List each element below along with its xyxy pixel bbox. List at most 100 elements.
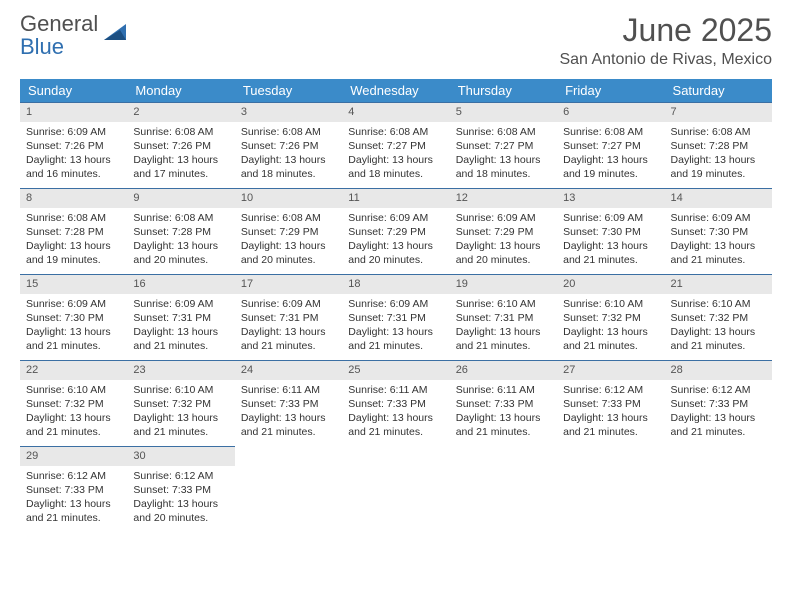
day-number: 8 [20, 189, 127, 208]
day-body: Sunrise: 6:09 AMSunset: 7:30 PMDaylight:… [665, 208, 772, 272]
daylight-line: Daylight: 13 hours and 20 minutes. [241, 239, 336, 267]
day-body: Sunrise: 6:09 AMSunset: 7:29 PMDaylight:… [450, 208, 557, 272]
weekday-header: Tuesday [235, 79, 342, 103]
sunrise-line: Sunrise: 6:09 AM [348, 211, 443, 225]
day-number: 28 [665, 361, 772, 380]
sunset-line: Sunset: 7:27 PM [563, 139, 658, 153]
daylight-line: Daylight: 13 hours and 21 minutes. [348, 325, 443, 353]
day-body: Sunrise: 6:08 AMSunset: 7:27 PMDaylight:… [342, 122, 449, 186]
brand-triangle-icon [102, 20, 128, 50]
day-body: Sunrise: 6:10 AMSunset: 7:32 PMDaylight:… [665, 294, 772, 358]
daylight-line: Daylight: 13 hours and 19 minutes. [563, 153, 658, 181]
day-body: Sunrise: 6:12 AMSunset: 7:33 PMDaylight:… [557, 380, 664, 444]
day-body: Sunrise: 6:09 AMSunset: 7:30 PMDaylight:… [20, 294, 127, 358]
calendar-cell: 17Sunrise: 6:09 AMSunset: 7:31 PMDayligh… [235, 275, 342, 361]
calendar-cell: 8Sunrise: 6:08 AMSunset: 7:28 PMDaylight… [20, 189, 127, 275]
sunset-line: Sunset: 7:31 PM [348, 311, 443, 325]
day-number: 1 [20, 103, 127, 122]
day-number: 13 [557, 189, 664, 208]
day-number: 22 [20, 361, 127, 380]
sunrise-line: Sunrise: 6:11 AM [348, 383, 443, 397]
sunrise-line: Sunrise: 6:09 AM [671, 211, 766, 225]
daylight-line: Daylight: 13 hours and 18 minutes. [241, 153, 336, 181]
sunset-line: Sunset: 7:32 PM [563, 311, 658, 325]
sunrise-line: Sunrise: 6:10 AM [563, 297, 658, 311]
sunset-line: Sunset: 7:28 PM [26, 225, 121, 239]
day-number: 10 [235, 189, 342, 208]
calendar-cell: 27Sunrise: 6:12 AMSunset: 7:33 PMDayligh… [557, 361, 664, 447]
calendar-cell: 14Sunrise: 6:09 AMSunset: 7:30 PMDayligh… [665, 189, 772, 275]
sunset-line: Sunset: 7:29 PM [456, 225, 551, 239]
sunrise-line: Sunrise: 6:08 AM [241, 211, 336, 225]
day-number: 26 [450, 361, 557, 380]
sunset-line: Sunset: 7:30 PM [563, 225, 658, 239]
calendar-row: 1Sunrise: 6:09 AMSunset: 7:26 PMDaylight… [20, 103, 772, 189]
calendar-cell [235, 447, 342, 533]
sunrise-line: Sunrise: 6:11 AM [456, 383, 551, 397]
calendar-cell: 16Sunrise: 6:09 AMSunset: 7:31 PMDayligh… [127, 275, 234, 361]
calendar-row: 8Sunrise: 6:08 AMSunset: 7:28 PMDaylight… [20, 189, 772, 275]
daylight-line: Daylight: 13 hours and 21 minutes. [26, 497, 121, 525]
daylight-line: Daylight: 13 hours and 20 minutes. [456, 239, 551, 267]
sunrise-line: Sunrise: 6:08 AM [348, 125, 443, 139]
daylight-line: Daylight: 13 hours and 21 minutes. [26, 325, 121, 353]
calendar-cell [665, 447, 772, 533]
day-number: 19 [450, 275, 557, 294]
daylight-line: Daylight: 13 hours and 21 minutes. [671, 239, 766, 267]
calendar-head: SundayMondayTuesdayWednesdayThursdayFrid… [20, 79, 772, 103]
sunrise-line: Sunrise: 6:09 AM [456, 211, 551, 225]
calendar-cell: 9Sunrise: 6:08 AMSunset: 7:28 PMDaylight… [127, 189, 234, 275]
day-body: Sunrise: 6:08 AMSunset: 7:26 PMDaylight:… [127, 122, 234, 186]
day-body: Sunrise: 6:11 AMSunset: 7:33 PMDaylight:… [235, 380, 342, 444]
day-number: 14 [665, 189, 772, 208]
sunrise-line: Sunrise: 6:08 AM [133, 211, 228, 225]
title-block: June 2025 San Antonio de Rivas, Mexico [559, 12, 772, 69]
sunrise-line: Sunrise: 6:08 AM [563, 125, 658, 139]
calendar-cell: 25Sunrise: 6:11 AMSunset: 7:33 PMDayligh… [342, 361, 449, 447]
sunrise-line: Sunrise: 6:08 AM [241, 125, 336, 139]
sunrise-line: Sunrise: 6:10 AM [133, 383, 228, 397]
daylight-line: Daylight: 13 hours and 21 minutes. [133, 325, 228, 353]
brand-logo: General Blue [20, 12, 128, 58]
daylight-line: Daylight: 13 hours and 19 minutes. [671, 153, 766, 181]
day-number: 11 [342, 189, 449, 208]
calendar-cell: 13Sunrise: 6:09 AMSunset: 7:30 PMDayligh… [557, 189, 664, 275]
sunset-line: Sunset: 7:29 PM [348, 225, 443, 239]
calendar-cell: 7Sunrise: 6:08 AMSunset: 7:28 PMDaylight… [665, 103, 772, 189]
day-number: 7 [665, 103, 772, 122]
day-number: 5 [450, 103, 557, 122]
calendar-cell: 1Sunrise: 6:09 AMSunset: 7:26 PMDaylight… [20, 103, 127, 189]
weekday-header: Wednesday [342, 79, 449, 103]
weekday-header: Saturday [665, 79, 772, 103]
sunrise-line: Sunrise: 6:09 AM [348, 297, 443, 311]
sunset-line: Sunset: 7:33 PM [26, 483, 121, 497]
daylight-line: Daylight: 13 hours and 18 minutes. [348, 153, 443, 181]
sunset-line: Sunset: 7:26 PM [241, 139, 336, 153]
day-body: Sunrise: 6:08 AMSunset: 7:28 PMDaylight:… [20, 208, 127, 272]
day-number: 17 [235, 275, 342, 294]
sunrise-line: Sunrise: 6:09 AM [133, 297, 228, 311]
day-body: Sunrise: 6:10 AMSunset: 7:31 PMDaylight:… [450, 294, 557, 358]
sunset-line: Sunset: 7:28 PM [671, 139, 766, 153]
daylight-line: Daylight: 13 hours and 21 minutes. [563, 411, 658, 439]
sunrise-line: Sunrise: 6:08 AM [456, 125, 551, 139]
day-number: 3 [235, 103, 342, 122]
sunset-line: Sunset: 7:33 PM [671, 397, 766, 411]
calendar-cell: 30Sunrise: 6:12 AMSunset: 7:33 PMDayligh… [127, 447, 234, 533]
calendar-cell [342, 447, 449, 533]
day-body: Sunrise: 6:08 AMSunset: 7:27 PMDaylight:… [557, 122, 664, 186]
day-body: Sunrise: 6:08 AMSunset: 7:28 PMDaylight:… [665, 122, 772, 186]
sunset-line: Sunset: 7:33 PM [133, 483, 228, 497]
daylight-line: Daylight: 13 hours and 21 minutes. [26, 411, 121, 439]
calendar-cell: 4Sunrise: 6:08 AMSunset: 7:27 PMDaylight… [342, 103, 449, 189]
sunrise-line: Sunrise: 6:09 AM [26, 125, 121, 139]
sunset-line: Sunset: 7:26 PM [133, 139, 228, 153]
sunrise-line: Sunrise: 6:12 AM [671, 383, 766, 397]
day-number: 21 [665, 275, 772, 294]
day-number: 20 [557, 275, 664, 294]
sunset-line: Sunset: 7:32 PM [133, 397, 228, 411]
day-body: Sunrise: 6:12 AMSunset: 7:33 PMDaylight:… [665, 380, 772, 444]
sunset-line: Sunset: 7:30 PM [26, 311, 121, 325]
calendar-cell: 22Sunrise: 6:10 AMSunset: 7:32 PMDayligh… [20, 361, 127, 447]
day-number: 27 [557, 361, 664, 380]
